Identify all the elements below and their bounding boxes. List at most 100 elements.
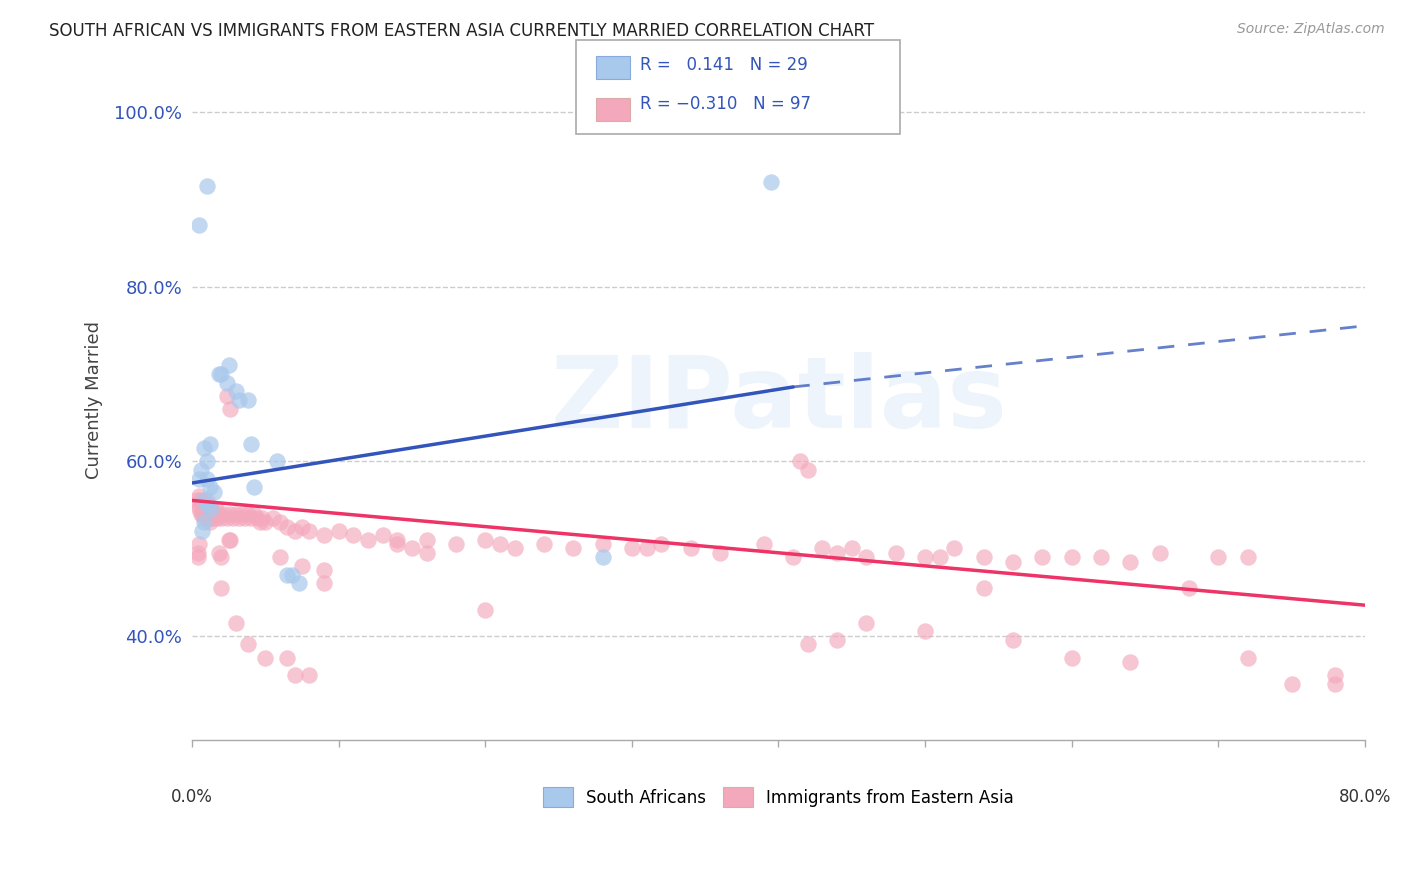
Point [312, 563, 335, 577]
Point [198, 436, 221, 450]
Point [236, 392, 259, 407]
Point [342, 528, 364, 542]
Point [239, 436, 262, 450]
Y-axis label: Currently Married: Currently Married [86, 321, 103, 479]
Point [1119, 555, 1142, 569]
Text: 80.0%: 80.0% [1339, 788, 1391, 805]
Text: R =   0.141   N = 29: R = 0.141 N = 29 [640, 56, 807, 74]
Point [190, 507, 212, 521]
Point [1324, 668, 1347, 682]
Point [190, 493, 212, 508]
Point [884, 546, 907, 560]
Point [211, 550, 233, 565]
Point [202, 511, 225, 525]
Point [1001, 633, 1024, 648]
Point [193, 515, 215, 529]
Point [1001, 555, 1024, 569]
Point [190, 463, 212, 477]
Point [242, 507, 264, 521]
Point [198, 480, 221, 494]
Point [225, 507, 247, 521]
Point [254, 515, 277, 529]
Text: ZIPatlas: ZIPatlas [550, 351, 1007, 449]
Point [825, 546, 848, 560]
Point [752, 537, 775, 551]
Point [415, 533, 437, 547]
Point [841, 541, 863, 556]
Point [973, 581, 995, 595]
Point [266, 454, 288, 468]
Point [236, 637, 259, 651]
Text: R = −0.310   N = 97: R = −0.310 N = 97 [640, 95, 811, 113]
Point [444, 537, 467, 551]
Point [246, 511, 269, 525]
Point [797, 463, 820, 477]
Point [782, 550, 804, 565]
Point [1236, 550, 1258, 565]
Point [474, 602, 496, 616]
Legend: South Africans, Immigrants from Eastern Asia: South Africans, Immigrants from Eastern … [536, 780, 1021, 814]
Point [1206, 550, 1229, 565]
Point [252, 511, 274, 525]
Point [193, 511, 215, 525]
Point [193, 502, 215, 516]
Point [200, 511, 222, 525]
Point [195, 179, 218, 194]
Point [217, 511, 239, 525]
Text: Source: ZipAtlas.com: Source: ZipAtlas.com [1237, 22, 1385, 37]
Point [679, 541, 702, 556]
Point [191, 507, 214, 521]
Point [239, 511, 262, 525]
Point [200, 502, 222, 516]
Point [205, 511, 228, 525]
Point [759, 175, 782, 189]
Point [188, 219, 211, 233]
Point [207, 507, 229, 521]
Point [284, 524, 307, 538]
Point [1236, 650, 1258, 665]
Point [328, 524, 350, 538]
Point [269, 515, 291, 529]
Point [298, 524, 321, 538]
Point [217, 376, 239, 390]
Point [249, 515, 271, 529]
Point [219, 533, 242, 547]
Point [242, 480, 264, 494]
Point [811, 541, 834, 556]
Point [195, 493, 218, 508]
Point [217, 389, 239, 403]
Point [914, 550, 936, 565]
Point [357, 533, 380, 547]
Point [194, 507, 217, 521]
Point [387, 533, 409, 547]
Point [620, 541, 643, 556]
Point [195, 502, 218, 516]
Point [928, 550, 950, 565]
Point [214, 507, 236, 521]
Point [188, 502, 211, 516]
Point [262, 511, 284, 525]
Point [200, 502, 222, 516]
Point [191, 498, 214, 512]
Point [943, 541, 966, 556]
Point [186, 493, 208, 508]
Point [387, 537, 409, 551]
Point [1178, 581, 1201, 595]
Point [855, 550, 877, 565]
Point [198, 507, 221, 521]
Text: 0.0%: 0.0% [172, 788, 214, 805]
Point [797, 637, 820, 651]
Point [187, 550, 209, 565]
Point [228, 392, 250, 407]
Point [789, 454, 811, 468]
Point [533, 537, 555, 551]
Point [489, 537, 512, 551]
Point [855, 615, 877, 630]
Point [222, 511, 245, 525]
Point [312, 528, 335, 542]
Point [193, 493, 215, 508]
Point [207, 367, 229, 381]
Point [1031, 550, 1053, 565]
Point [219, 507, 242, 521]
Text: SOUTH AFRICAN VS IMMIGRANTS FROM EASTERN ASIA CURRENTLY MARRIED CORRELATION CHAR: SOUTH AFRICAN VS IMMIGRANTS FROM EASTERN… [49, 22, 875, 40]
